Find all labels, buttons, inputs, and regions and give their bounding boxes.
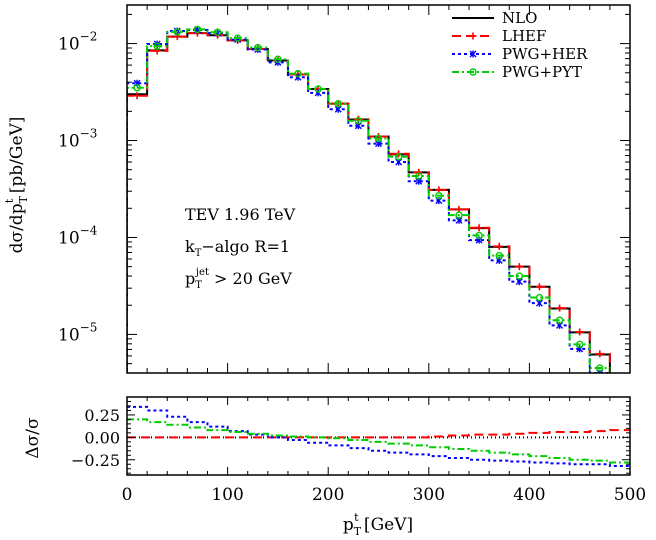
legend-label: PWG+PYT <box>502 63 582 81</box>
data-point-pwg-pyt <box>617 390 623 396</box>
data-point-lhef <box>133 92 141 100</box>
data-point-pwg-pyt <box>596 364 604 372</box>
data-point-lhef <box>515 263 523 271</box>
ratio-panel: 0.25 0.00 −0.25 0 100 200 300 400 500 Δσ/σ pTt … <box>23 396 647 538</box>
data-point-pwg-pyt <box>354 117 363 125</box>
data-point-pwg-pyt <box>334 99 342 108</box>
annotation-energy: TEV 1.96 TeV <box>185 205 296 224</box>
data-point-pwg-pyt <box>153 42 161 50</box>
legend-entry-lhef: LHEF <box>452 27 546 45</box>
data-point-lhef <box>596 350 604 358</box>
x-tick-label: 400 <box>513 485 545 505</box>
data-point-pwg-pyt <box>274 55 282 63</box>
main-y-tick-label: 10−4 <box>58 223 98 248</box>
data-point-pwg-pyt <box>314 85 322 93</box>
data-point-pwg-her <box>617 395 623 402</box>
data-point-pwg-pyt <box>455 211 463 219</box>
x-tick-labels: 0 100 200 300 400 500 <box>122 485 647 505</box>
data-point-pwg-pyt <box>415 172 423 180</box>
data-point-pwg-pyt <box>173 28 182 36</box>
data-point-lhef <box>616 374 623 381</box>
annotation-group: TEV 1.96 TeV kT−algo R=1 pTjet > 20 GeV <box>185 205 296 291</box>
data-point-lhef <box>556 304 564 312</box>
data-point-pwg-pyt <box>254 43 262 52</box>
legend-entry-pwg-her: PWG+HER <box>452 45 588 63</box>
ratio-y-tick-label: 0.25 <box>84 406 120 425</box>
x-tick-label: 200 <box>312 485 344 505</box>
data-point-lhef <box>535 283 543 291</box>
ratio-series-line-lhef <box>127 429 630 439</box>
ratio-y-tick-label: 0.00 <box>84 428 120 447</box>
main-y-tick-labels: 10−5 10−4 10−3 10−2 <box>58 30 98 346</box>
data-point-pwg-pyt <box>535 293 544 302</box>
series-line-lhef <box>127 32 611 373</box>
data-point-pwg-pyt <box>193 25 202 34</box>
legend-label: PWG+HER <box>502 45 588 63</box>
data-point-lhef <box>475 224 483 232</box>
data-point-pwg-pyt <box>294 69 302 78</box>
main-y-tick-label: 10−3 <box>58 127 97 152</box>
data-point-pwg-pyt <box>394 153 403 161</box>
ratio-series-line-pwg-pyt <box>127 418 630 464</box>
main-plot-frame <box>126 4 631 374</box>
legend-label: LHEF <box>502 27 546 45</box>
data-point-pwg-pyt <box>555 316 564 324</box>
main-axes <box>126 5 631 374</box>
data-point-pwg-pyt <box>495 251 503 260</box>
x-tick-label: 300 <box>413 485 445 505</box>
ratio-series-layer <box>127 405 630 468</box>
legend-entry-nlo: NLO <box>452 9 537 27</box>
data-point-pwg-pyt <box>576 340 584 349</box>
data-point-pwg-pyt <box>374 134 383 143</box>
ratio-y-axis-label: Δσ/σ <box>23 417 43 459</box>
legend-entry-pwg-pyt: PWG+PYT <box>452 63 582 81</box>
x-tick-label: 100 <box>211 485 243 505</box>
ratio-plot-frame <box>126 396 631 476</box>
series-line-pwg-pyt <box>127 28 611 373</box>
ratio-axes <box>126 397 631 475</box>
data-point-pwg-pyt <box>133 84 141 92</box>
data-point-lhef <box>576 328 584 336</box>
x-tick-label: 500 <box>614 485 646 505</box>
data-point-lhef <box>495 242 503 250</box>
data-point-pwg-pyt <box>475 231 483 240</box>
x-axis-label: pTt [GeV] <box>343 511 413 538</box>
ratio-y-tick-labels: 0.25 0.00 −0.25 <box>71 406 120 470</box>
main-y-tick-label: 10−2 <box>58 30 97 55</box>
x-tick-label: 0 <box>122 485 133 505</box>
legend-label: NLO <box>502 9 537 27</box>
annotation-jet-cut: pTjet > 20 GeV <box>185 267 292 291</box>
data-point-pwg-pyt <box>213 28 222 36</box>
main-y-tick-label: 10−5 <box>58 320 97 345</box>
data-point-pwg-pyt <box>515 272 524 280</box>
ratio-series-line-pwg-her <box>127 405 630 468</box>
main-series-layer <box>127 25 623 402</box>
ratio-y-tick-label: −0.25 <box>71 451 120 470</box>
annotation-algo: kT−algo R=1 <box>185 237 290 259</box>
main-panel: 10−5 10−4 10−3 10−2 dσ/dpTt [pb/GeV] TEV 1.… <box>3 4 631 402</box>
data-point-lhef <box>415 168 423 176</box>
data-point-pwg-pyt <box>435 191 443 200</box>
data-point-pwg-pyt <box>233 34 242 42</box>
main-y-axis-label: dσ/dpTt [pb/GeV] <box>3 117 30 254</box>
